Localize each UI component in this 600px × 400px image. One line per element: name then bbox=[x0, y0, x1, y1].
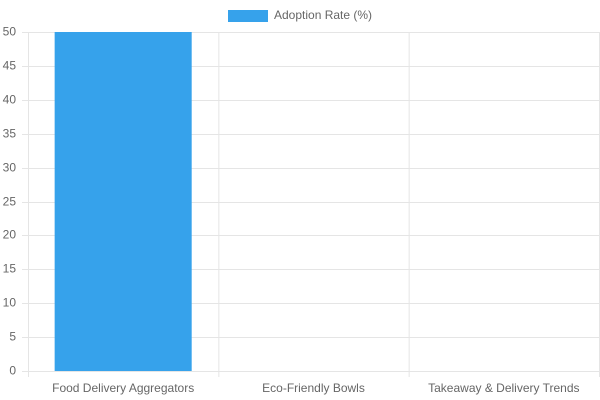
y-tick-label: 0 bbox=[9, 364, 16, 378]
x-tick-label: Eco-Friendly Bowls bbox=[262, 381, 365, 395]
legend-swatch bbox=[228, 10, 268, 22]
bar bbox=[54, 32, 192, 371]
y-tick-label: 35 bbox=[3, 127, 17, 141]
legend-label: Adoption Rate (%) bbox=[274, 8, 372, 22]
y-tick-label: 20 bbox=[3, 228, 17, 242]
y-tick-label: 50 bbox=[3, 25, 17, 39]
y-tick-label: 40 bbox=[3, 93, 17, 107]
x-tick-label: Food Delivery Aggregators bbox=[52, 381, 194, 395]
y-tick-label: 30 bbox=[3, 161, 17, 175]
y-tick-label: 5 bbox=[9, 330, 16, 344]
y-tick-label: 10 bbox=[3, 296, 17, 310]
y-tick-label: 45 bbox=[3, 59, 17, 73]
x-tick-label: Takeaway & Delivery Trends bbox=[428, 381, 579, 395]
y-tick-label: 15 bbox=[3, 262, 17, 276]
y-tick-label: 25 bbox=[3, 195, 17, 209]
